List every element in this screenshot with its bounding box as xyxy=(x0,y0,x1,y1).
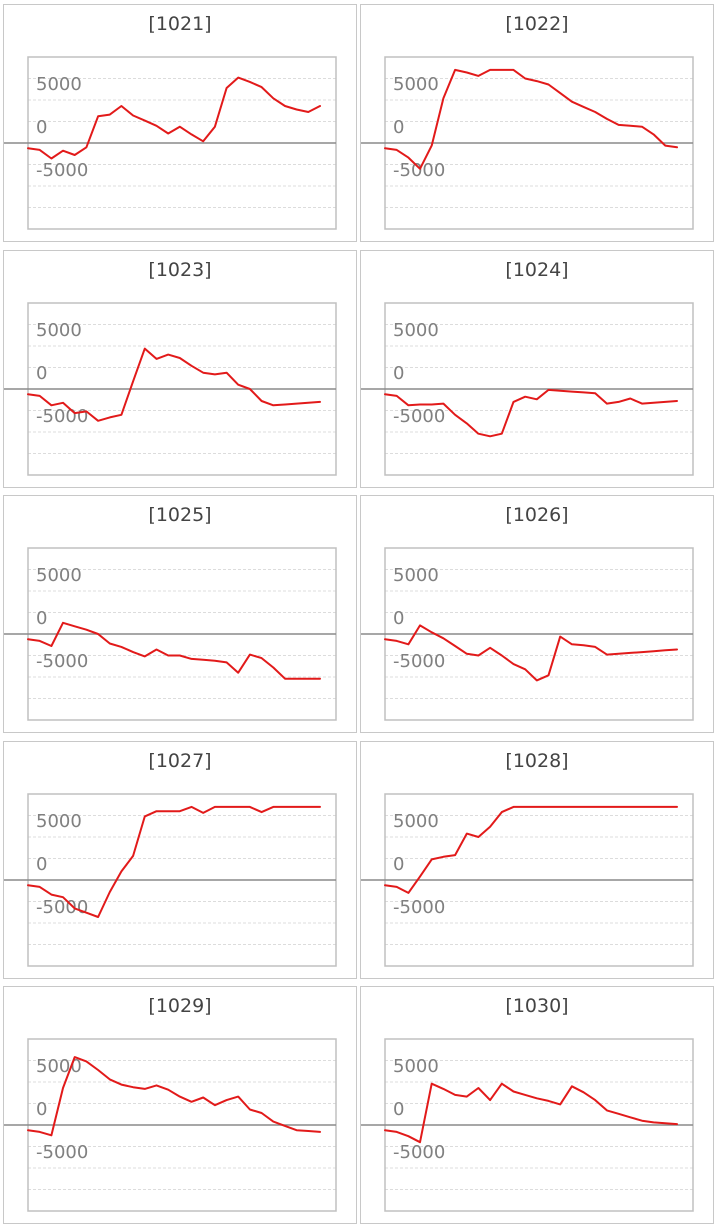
line-chart: 5000 0 -5000 xyxy=(4,56,337,230)
y-tick-label: 0 xyxy=(36,854,47,875)
chart-title: [1021] xyxy=(148,13,212,35)
y-tick-label: 5000 xyxy=(36,74,82,95)
chart-title: [1029] xyxy=(148,995,212,1017)
chart-panel-6: [1027] 5000 0 -5000 xyxy=(3,741,357,979)
y-tick-label: 0 xyxy=(36,1099,47,1120)
line-chart: 5000 0 -5000 xyxy=(4,547,337,721)
y-tick-label: -5000 xyxy=(36,406,88,427)
y-tick-label: 5000 xyxy=(393,811,439,832)
line-chart: 5000 0 -5000 xyxy=(361,547,694,721)
y-tick-label: 0 xyxy=(393,608,404,629)
y-tick-label: 5000 xyxy=(393,320,439,341)
y-tick-label: 0 xyxy=(393,117,404,138)
y-tick-label: 0 xyxy=(36,608,47,629)
series-line xyxy=(27,76,321,160)
chart-panel-2: [1023] 5000 0 -5000 xyxy=(3,250,357,488)
line-chart: 5000 0 -5000 xyxy=(361,56,694,230)
series-line xyxy=(384,805,678,894)
series-line xyxy=(27,1056,321,1137)
chart-title: [1025] xyxy=(148,504,212,526)
y-tick-label: 5000 xyxy=(393,1056,439,1077)
y-tick-label: 5000 xyxy=(36,565,82,586)
y-tick-label: -5000 xyxy=(36,897,88,918)
chart-title: [1030] xyxy=(505,995,569,1017)
y-tick-label: -5000 xyxy=(393,406,445,427)
y-tick-label: -5000 xyxy=(393,160,445,181)
line-chart: 5000 0 -5000 xyxy=(361,1038,694,1212)
series-line xyxy=(27,621,321,680)
chart-title: [1022] xyxy=(505,13,569,35)
line-chart: 5000 0 -5000 xyxy=(4,1038,337,1212)
series-line xyxy=(384,388,678,438)
series-line xyxy=(384,68,678,170)
y-tick-label: 0 xyxy=(393,363,404,384)
chart-panel-4: [1025] 5000 0 -5000 xyxy=(3,495,357,733)
series-line xyxy=(384,1082,678,1144)
y-tick-label: 0 xyxy=(36,117,47,138)
chart-panel-8: [1029] 5000 0 -5000 xyxy=(3,986,357,1224)
chart-title: [1024] xyxy=(505,259,569,281)
line-chart: 5000 0 -5000 xyxy=(361,302,694,476)
line-chart: 5000 0 -5000 xyxy=(4,302,337,476)
y-tick-label: -5000 xyxy=(393,651,445,672)
series-line xyxy=(384,624,678,682)
y-tick-label: 0 xyxy=(393,1099,404,1120)
y-tick-label: 0 xyxy=(393,854,404,875)
y-tick-label: 5000 xyxy=(36,320,82,341)
chart-panel-7: [1028] 5000 0 -5000 xyxy=(360,741,714,979)
chart-panel-5: [1026] 5000 0 -5000 xyxy=(360,495,714,733)
chart-panel-0: [1021] 5000 0 -5000 xyxy=(3,4,357,242)
chart-title: [1027] xyxy=(148,750,212,772)
y-tick-label: 0 xyxy=(36,363,47,384)
series-line xyxy=(27,347,321,422)
y-tick-label: -5000 xyxy=(36,1142,88,1163)
line-chart: 5000 0 -5000 xyxy=(361,793,694,967)
series-line xyxy=(27,805,321,918)
line-chart: 5000 0 -5000 xyxy=(4,793,337,967)
chart-title: [1028] xyxy=(505,750,569,772)
y-tick-label: 5000 xyxy=(393,565,439,586)
y-tick-label: -5000 xyxy=(393,897,445,918)
chart-panel-3: [1024] 5000 0 -5000 xyxy=(360,250,714,488)
chart-title: [1023] xyxy=(148,259,212,281)
y-tick-label: -5000 xyxy=(393,1142,445,1163)
y-tick-label: -5000 xyxy=(36,160,88,181)
y-tick-label: 5000 xyxy=(36,811,82,832)
y-tick-label: 5000 xyxy=(36,1056,82,1077)
chart-title: [1026] xyxy=(505,504,569,526)
y-tick-label: -5000 xyxy=(36,651,88,672)
y-tick-label: 5000 xyxy=(393,74,439,95)
chart-panel-1: [1022] 5000 0 -5000 xyxy=(360,4,714,242)
chart-panel-9: [1030] 5000 0 -5000 xyxy=(360,986,714,1224)
